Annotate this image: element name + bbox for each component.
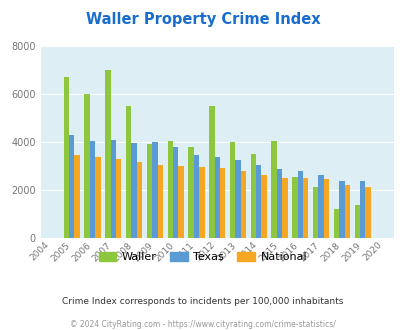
Bar	[256, 165, 261, 238]
Bar	[364, 187, 370, 238]
Bar	[235, 160, 240, 238]
Bar	[292, 177, 297, 238]
Bar	[64, 77, 69, 238]
Bar	[69, 135, 74, 238]
Bar	[297, 171, 302, 238]
Bar	[90, 141, 95, 238]
Bar	[105, 70, 110, 238]
Bar	[323, 179, 328, 238]
Legend: Waller, Texas, National: Waller, Texas, National	[94, 248, 311, 267]
Bar	[74, 155, 80, 238]
Bar	[136, 162, 142, 238]
Bar	[338, 182, 344, 238]
Bar	[354, 205, 359, 238]
Bar	[152, 142, 157, 238]
Bar	[157, 165, 162, 238]
Bar	[209, 106, 214, 238]
Bar	[318, 176, 323, 238]
Bar	[110, 140, 116, 238]
Bar	[147, 144, 152, 238]
Bar	[271, 141, 276, 238]
Bar	[167, 141, 173, 238]
Bar	[84, 94, 90, 238]
Bar	[193, 155, 198, 238]
Bar	[261, 176, 266, 238]
Bar	[333, 209, 338, 238]
Bar	[188, 147, 193, 238]
Bar	[344, 185, 349, 238]
Bar	[131, 143, 136, 238]
Bar	[281, 178, 287, 238]
Bar	[250, 154, 256, 238]
Bar	[240, 171, 245, 238]
Bar	[214, 157, 220, 238]
Bar	[312, 187, 318, 238]
Text: Crime Index corresponds to incidents per 100,000 inhabitants: Crime Index corresponds to incidents per…	[62, 297, 343, 306]
Bar	[95, 157, 100, 238]
Bar	[116, 159, 121, 238]
Bar	[126, 106, 131, 238]
Bar	[276, 169, 281, 238]
Bar	[220, 168, 225, 238]
Bar	[198, 167, 204, 238]
Bar	[302, 178, 308, 238]
Text: Waller Property Crime Index: Waller Property Crime Index	[85, 12, 320, 26]
Bar	[178, 166, 183, 238]
Bar	[359, 182, 364, 238]
Bar	[229, 142, 235, 238]
Text: © 2024 CityRating.com - https://www.cityrating.com/crime-statistics/: © 2024 CityRating.com - https://www.city…	[70, 320, 335, 329]
Bar	[173, 147, 178, 238]
